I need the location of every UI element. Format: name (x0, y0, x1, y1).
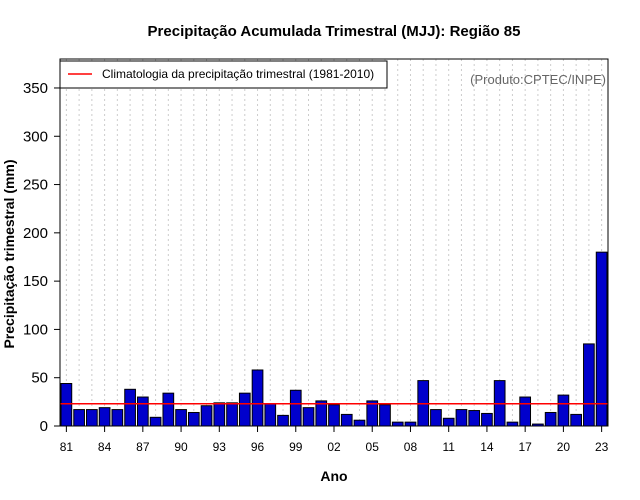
bar-02 (328, 404, 340, 427)
plot-frame (59, 58, 609, 427)
bar-95 (238, 392, 251, 427)
bar-97 (264, 403, 277, 427)
bar-19 (544, 411, 557, 427)
bar-16 (506, 421, 519, 427)
bar-90 (175, 409, 187, 427)
bar-99 (289, 389, 302, 427)
bar-20 (557, 394, 570, 427)
bar-91 (187, 411, 200, 427)
legend-box (59, 60, 388, 89)
y-axis: 0 50 100 150 200 250 300 350 (23, 80, 60, 435)
bar-96 (251, 369, 264, 427)
bar-85 (111, 409, 124, 427)
bar-12 (455, 409, 468, 427)
x-tick-label: 17 (518, 440, 532, 454)
bar-17 (519, 396, 532, 427)
x-tick-label: 96 (251, 440, 265, 454)
legend: Climatologia da precipitação trimestral … (59, 60, 388, 89)
x-tick-label: 11 (442, 440, 455, 454)
y-tick-label: 150 (23, 273, 48, 290)
bar-87 (136, 396, 149, 427)
chart-title: Precipitação Acumulada Trimestral (MJJ):… (148, 23, 521, 40)
grid-lines (65, 59, 603, 426)
x-tick-label: 93 (213, 440, 227, 454)
x-tick-label: 20 (557, 440, 571, 454)
x-tick-label: 08 (404, 440, 418, 454)
y-tick-label: 300 (23, 128, 48, 145)
bar-88 (149, 416, 162, 427)
y-tick-label: 50 (31, 370, 48, 387)
x-axis: 81 84 87 90 93 96 99 02 05 08 11 14 17 20 23 (60, 426, 609, 454)
bar-81 (60, 383, 73, 427)
y-axis-label: Precipitação trimestral (mm) (1, 159, 17, 348)
x-tick-label: 14 (480, 440, 494, 454)
bar-14 (481, 412, 493, 427)
bar-82 (73, 409, 85, 427)
y-tick-label: 200 (23, 225, 48, 242)
bar-05 (366, 400, 379, 427)
bar-04 (353, 419, 366, 427)
x-axis-label: Ano (320, 468, 347, 484)
bar-10 (430, 409, 442, 427)
bar-83 (86, 409, 98, 427)
x-tick-label: 81 (60, 440, 74, 454)
x-tick-label: 99 (289, 440, 303, 454)
x-tick-label: 90 (174, 440, 188, 454)
bar-98 (277, 414, 289, 427)
bar-11 (442, 417, 455, 427)
bar-89 (162, 392, 175, 427)
x-tick-label: 23 (595, 440, 609, 454)
bar-13 (468, 410, 481, 427)
bar-22 (583, 343, 595, 427)
y-tick-label: 250 (23, 177, 48, 194)
x-tick-label: 87 (136, 440, 150, 454)
bar-21 (570, 413, 582, 427)
x-tick-label: 02 (327, 440, 341, 454)
bar-86 (124, 388, 136, 427)
bar-06 (379, 404, 391, 427)
bar-07 (391, 421, 404, 427)
y-tick-label: 100 (23, 321, 48, 338)
bar-03 (340, 413, 353, 427)
bar-01 (315, 400, 328, 427)
legend-label: Climatologia da precipitação trimestral … (102, 67, 374, 81)
credit-text: (Produto:CPTEC/INPE) (470, 72, 606, 87)
bar-23 (595, 251, 608, 427)
bars (60, 251, 608, 427)
bar-00 (302, 407, 315, 427)
bar-93 (213, 402, 226, 427)
bar-92 (200, 405, 213, 427)
y-tick-label: 0 (40, 418, 48, 435)
x-tick-label: 84 (98, 440, 112, 454)
bar-94 (226, 402, 238, 427)
x-tick-label: 05 (366, 440, 380, 454)
bar-08 (404, 421, 417, 427)
y-tick-label: 350 (23, 80, 48, 97)
bar-84 (98, 407, 111, 427)
